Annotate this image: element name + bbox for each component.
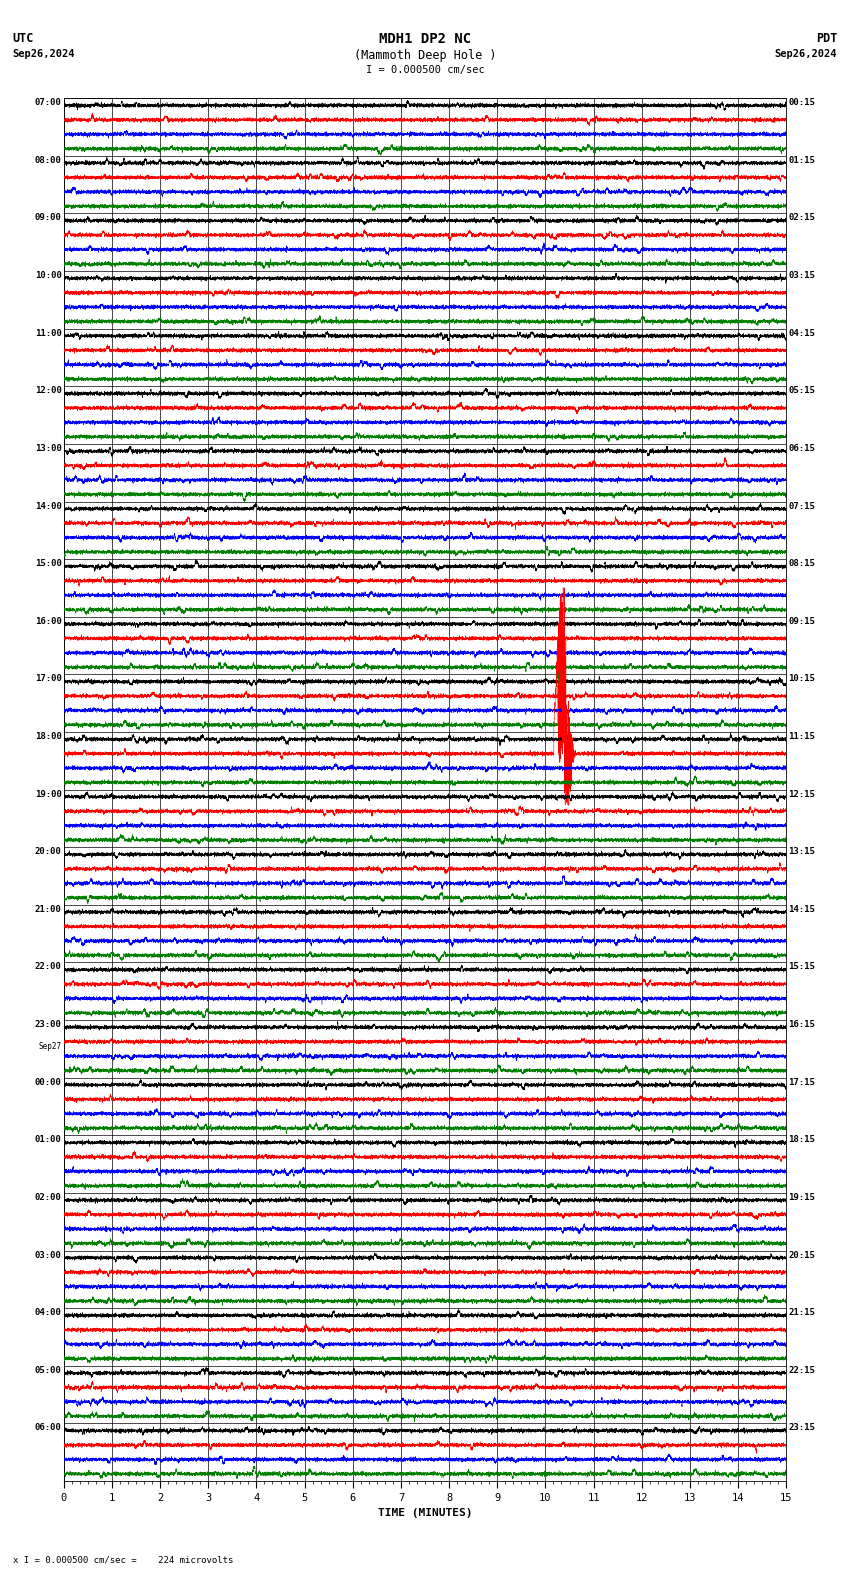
- Text: (Mammoth Deep Hole ): (Mammoth Deep Hole ): [354, 49, 496, 62]
- Text: 08:15: 08:15: [789, 559, 815, 569]
- Text: I = 0.000500 cm/sec: I = 0.000500 cm/sec: [366, 65, 484, 74]
- Text: 19:15: 19:15: [789, 1193, 815, 1202]
- Text: 16:15: 16:15: [789, 1020, 815, 1030]
- Text: 04:00: 04:00: [35, 1308, 61, 1318]
- Text: Sep26,2024: Sep26,2024: [774, 49, 837, 59]
- Text: 18:00: 18:00: [35, 732, 61, 741]
- Text: 00:15: 00:15: [789, 98, 815, 108]
- Text: 07:15: 07:15: [789, 502, 815, 510]
- Text: 02:00: 02:00: [35, 1193, 61, 1202]
- Text: 10:00: 10:00: [35, 271, 61, 280]
- Text: MDH1 DP2 NC: MDH1 DP2 NC: [379, 32, 471, 46]
- Text: PDT: PDT: [816, 32, 837, 44]
- Text: 03:15: 03:15: [789, 271, 815, 280]
- Text: 10:15: 10:15: [789, 675, 815, 683]
- Text: 09:15: 09:15: [789, 616, 815, 626]
- Text: 11:15: 11:15: [789, 732, 815, 741]
- Text: 20:15: 20:15: [789, 1251, 815, 1259]
- Text: 23:00: 23:00: [35, 1020, 61, 1030]
- Text: 17:00: 17:00: [35, 675, 61, 683]
- Text: 22:00: 22:00: [35, 963, 61, 971]
- Text: UTC: UTC: [13, 32, 34, 44]
- Text: 15:15: 15:15: [789, 963, 815, 971]
- Text: Sep26,2024: Sep26,2024: [13, 49, 76, 59]
- Text: 05:00: 05:00: [35, 1365, 61, 1375]
- Text: 05:15: 05:15: [789, 386, 815, 396]
- Text: 20:00: 20:00: [35, 847, 61, 857]
- Text: 15:00: 15:00: [35, 559, 61, 569]
- Text: 06:15: 06:15: [789, 444, 815, 453]
- Text: 13:00: 13:00: [35, 444, 61, 453]
- Text: 06:00: 06:00: [35, 1424, 61, 1432]
- Text: 11:00: 11:00: [35, 329, 61, 337]
- Text: 21:15: 21:15: [789, 1308, 815, 1318]
- Text: 04:15: 04:15: [789, 329, 815, 337]
- X-axis label: TIME (MINUTES): TIME (MINUTES): [377, 1508, 473, 1519]
- Text: 02:15: 02:15: [789, 214, 815, 222]
- Text: 00:00: 00:00: [35, 1077, 61, 1087]
- Text: 17:15: 17:15: [789, 1077, 815, 1087]
- Text: Sep27: Sep27: [38, 1042, 61, 1050]
- Text: 19:00: 19:00: [35, 789, 61, 798]
- Text: 23:15: 23:15: [789, 1424, 815, 1432]
- Text: 16:00: 16:00: [35, 616, 61, 626]
- Text: 21:00: 21:00: [35, 904, 61, 914]
- Text: 03:00: 03:00: [35, 1251, 61, 1259]
- Text: 14:15: 14:15: [789, 904, 815, 914]
- Text: 01:15: 01:15: [789, 155, 815, 165]
- Text: 13:15: 13:15: [789, 847, 815, 857]
- Text: 22:15: 22:15: [789, 1365, 815, 1375]
- Text: 07:00: 07:00: [35, 98, 61, 108]
- Text: 12:00: 12:00: [35, 386, 61, 396]
- Text: 08:00: 08:00: [35, 155, 61, 165]
- Text: 18:15: 18:15: [789, 1136, 815, 1144]
- Text: 12:15: 12:15: [789, 789, 815, 798]
- Text: 09:00: 09:00: [35, 214, 61, 222]
- Text: 14:00: 14:00: [35, 502, 61, 510]
- Text: 01:00: 01:00: [35, 1136, 61, 1144]
- Text: x I = 0.000500 cm/sec =    224 microvolts: x I = 0.000500 cm/sec = 224 microvolts: [13, 1555, 233, 1565]
